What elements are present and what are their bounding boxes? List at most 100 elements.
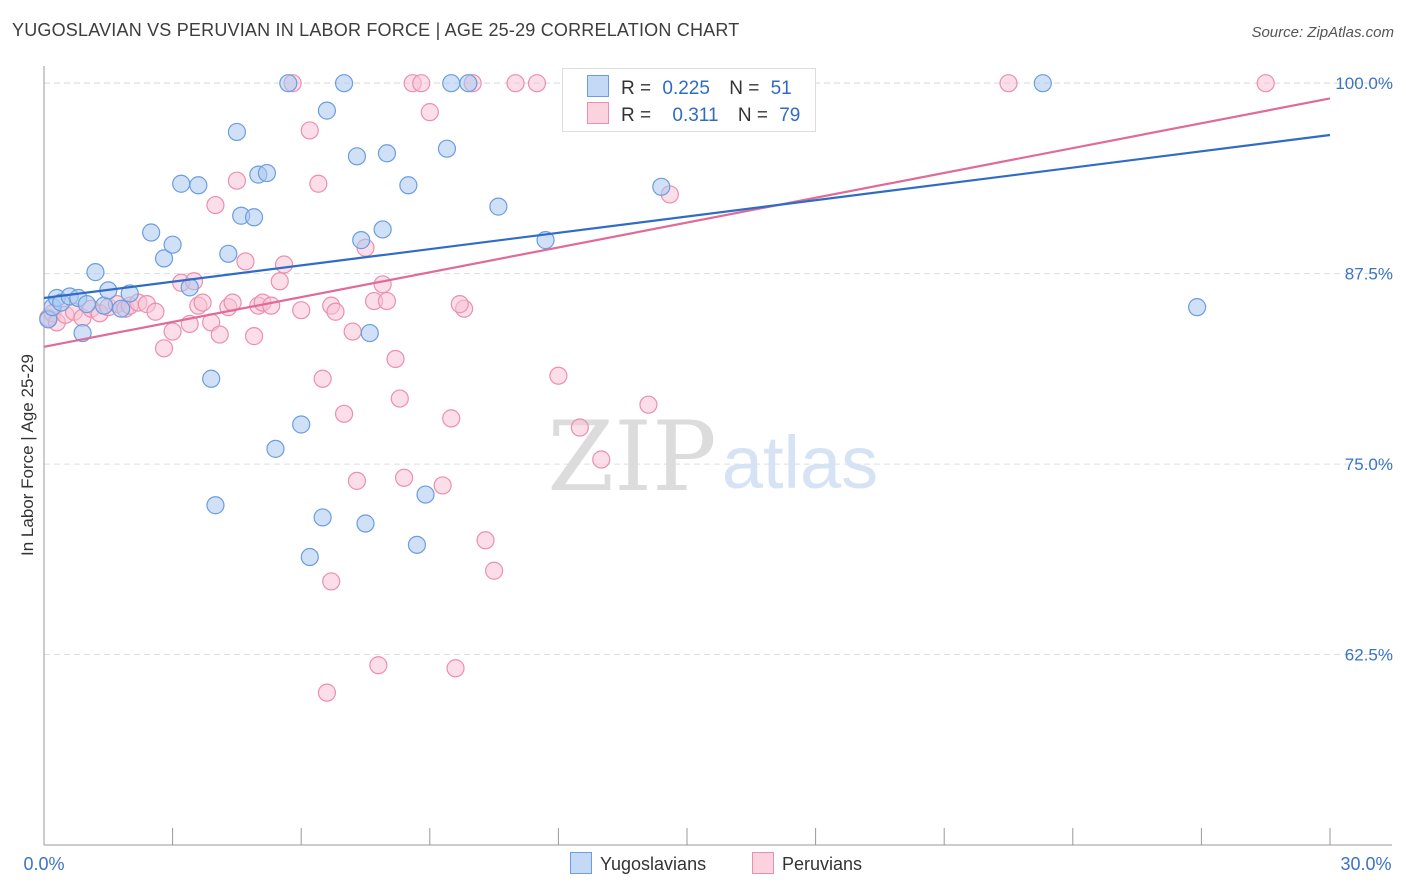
peruvian-point <box>592 450 611 469</box>
yugoslavian-point <box>1033 74 1052 93</box>
yugoslavian-point <box>206 496 225 515</box>
yugoslavian-point <box>266 439 285 458</box>
yugoslavian-point <box>292 415 311 434</box>
yugoslavian-point <box>489 197 508 216</box>
peruvian-point <box>412 74 431 93</box>
yugoslavian-point <box>257 163 277 183</box>
yugoslavian-point <box>407 535 427 554</box>
peruvian-point <box>309 174 328 193</box>
watermark-zip: ZIP <box>547 401 716 513</box>
peruvian-point <box>154 339 174 358</box>
peruvians-points <box>39 74 1275 702</box>
y-axis-label: In Labor Force | Age 25-29 <box>18 354 37 556</box>
peruvian-point <box>386 349 405 369</box>
peruvian-point <box>270 272 289 291</box>
yugoslavian-point <box>300 547 319 567</box>
tick-labels: 62.5% 75.0% 87.5% 100.0% 0.0% 30.0% <box>23 74 1393 874</box>
yugoslavian-point <box>399 176 418 195</box>
peruvian-point <box>420 103 439 122</box>
yugoslavian-point <box>652 177 671 196</box>
peruvian-point <box>244 327 264 346</box>
y-tick-label: 62.5% <box>1345 646 1393 665</box>
yugoslavian-point <box>244 208 264 227</box>
legend-swatch-blue <box>587 75 609 97</box>
peruvian-point <box>999 74 1018 93</box>
yugoslavian-point <box>373 220 392 239</box>
peruvian-point <box>570 418 589 437</box>
yugoslavian-point <box>459 74 478 93</box>
yugoslavian-point <box>313 508 332 527</box>
legend-n-label: N = <box>737 105 768 126</box>
yugoslavian-point <box>154 249 174 268</box>
yugoslavian-point <box>360 323 379 343</box>
peruvian-point <box>292 301 311 320</box>
legend-n-value-yugoslavians: 51 <box>770 78 792 99</box>
yugoslavian-point <box>94 296 114 315</box>
y-tick-label: 75.0% <box>1345 455 1393 474</box>
legend-n-value-peruvians: 79 <box>779 105 801 126</box>
bottom-legend-peruvians: Peruvians <box>752 852 862 875</box>
yugoslavian-point <box>219 244 238 263</box>
bottom-legend-label-yugoslavians: Yugoslavians <box>600 854 707 874</box>
legend-row-yugoslavians: R = 0.225 N = 51 <box>587 75 792 99</box>
peruvian-point <box>322 572 341 591</box>
peruvian-point <box>1256 74 1275 93</box>
peruvian-point <box>442 409 461 428</box>
correlation-legend: R = 0.225 N = 51 R = 0.311 N = 79 <box>562 68 816 132</box>
yugoslavian-point <box>227 122 246 142</box>
legend-r-label: R = <box>621 105 652 126</box>
yugoslavian-point <box>356 514 375 533</box>
yugoslavian-point <box>1188 298 1207 317</box>
peruvian-point <box>262 296 281 315</box>
peruvian-point <box>549 366 568 385</box>
peruvian-point <box>317 683 337 702</box>
yugoslavian-point <box>347 147 367 166</box>
peruvian-point <box>476 531 495 550</box>
peruvian-point <box>394 468 414 487</box>
yugoslavian-point <box>334 74 354 93</box>
gridlines <box>44 82 1392 656</box>
peruvian-point <box>446 659 465 678</box>
peruvian-point <box>506 74 525 93</box>
bottom-legend-swatch-blue <box>570 852 592 874</box>
yugoslavian-trend-line <box>43 133 1331 300</box>
axes <box>43 66 1392 846</box>
peruvian-point <box>347 471 367 490</box>
x-tick-label: 30.0% <box>1340 854 1391 874</box>
yugoslavian-point <box>416 485 435 504</box>
peruvian-point <box>326 302 345 321</box>
peruvian-point <box>210 325 229 344</box>
chart-title: YUGOSLAVIAN VS PERUVIAN IN LABOR FORCE |… <box>12 20 740 40</box>
peruvian-point <box>433 476 452 495</box>
yugoslavian-point <box>77 295 96 314</box>
peruvian-point <box>343 322 362 341</box>
peruvian-point <box>227 171 246 190</box>
trend-lines <box>43 97 1331 348</box>
yugoslavian-point <box>86 263 105 282</box>
yugoslavian-point <box>189 176 208 195</box>
yugoslavian-point <box>120 284 139 303</box>
y-tick-label: 87.5% <box>1345 265 1393 284</box>
legend-swatch-pink <box>587 102 609 124</box>
peruvian-point <box>163 322 182 341</box>
peruvian-point <box>639 395 658 414</box>
peruvian-point <box>390 389 409 408</box>
peruvian-point <box>236 252 255 271</box>
peruvian-point <box>193 293 212 312</box>
peruvian-point <box>485 561 504 580</box>
peruvian-point <box>377 291 397 311</box>
peruvian-point <box>369 656 388 675</box>
peruvian-point <box>373 275 392 294</box>
yugoslavian-point <box>352 231 371 250</box>
yugoslavian-point <box>377 144 397 163</box>
watermark-atlas: atlas <box>722 421 878 504</box>
peruvian-point <box>450 295 469 314</box>
bottom-legend-label-peruvians: Peruvians <box>782 854 863 874</box>
legend-n-label: N = <box>729 78 760 99</box>
bottom-legend-swatch-pink <box>752 852 774 874</box>
bottom-legend-yugoslavians: Yugoslavians <box>570 852 706 875</box>
x-tick-label: 0.0% <box>23 854 64 874</box>
source-credit: Source: ZipAtlas.com <box>1251 24 1394 41</box>
peruvian-point <box>274 255 294 274</box>
